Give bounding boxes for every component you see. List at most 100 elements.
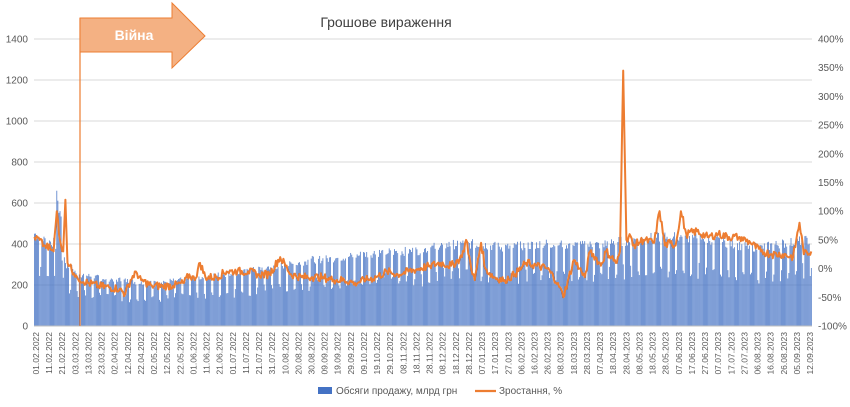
bar: [741, 244, 743, 326]
bar: [766, 271, 767, 326]
bar: [721, 276, 722, 326]
bar: [390, 278, 392, 326]
bar: [294, 288, 296, 326]
bar: [445, 248, 447, 326]
x-tick-label: 13.03.2022: [83, 332, 93, 375]
bar: [787, 278, 789, 326]
x-tick-label: 11.06.2022: [202, 332, 212, 374]
bar: [605, 245, 607, 326]
bar: [319, 255, 321, 326]
bar: [654, 232, 656, 326]
bar: [551, 247, 552, 326]
bar: [36, 239, 37, 326]
bar: [777, 245, 779, 326]
bar: [596, 242, 597, 326]
y-right-tick-label: -100%: [818, 322, 847, 333]
bar-series: [34, 190, 812, 326]
bar: [385, 254, 387, 326]
bar: [355, 257, 357, 326]
bar: [806, 237, 808, 326]
bar: [732, 248, 734, 326]
bar: [51, 245, 52, 326]
bar: [540, 280, 542, 326]
bar: [412, 247, 414, 326]
bar: [772, 281, 774, 326]
x-tick-label: 05.09.2023: [792, 332, 802, 375]
war-arrow: [79, 1, 206, 70]
bar: [81, 277, 82, 326]
bar: [496, 279, 498, 326]
x-tick-label: 18.11.2022: [411, 332, 421, 374]
bar: [184, 281, 186, 326]
bar: [286, 291, 287, 326]
x-tick-label: 26.08.2023: [779, 332, 789, 375]
bar: [590, 244, 592, 326]
bar: [793, 245, 795, 326]
bar: [53, 237, 54, 326]
bar: [169, 278, 171, 326]
bar: [706, 267, 707, 326]
bar: [570, 270, 572, 326]
bar: [801, 240, 803, 326]
bar: [723, 237, 725, 326]
bar: [678, 240, 680, 326]
bar: [232, 273, 234, 326]
bar: [290, 262, 292, 326]
bar: [198, 276, 200, 326]
bar: [707, 242, 709, 326]
y-left-tick-label: 1000: [6, 117, 29, 128]
bar: [348, 256, 349, 326]
bar: [542, 247, 544, 326]
bar: [160, 301, 161, 326]
bar: [571, 281, 573, 326]
bar: [642, 238, 643, 326]
bar: [54, 275, 56, 326]
bar: [781, 270, 782, 326]
bar: [593, 274, 595, 326]
bar: [464, 245, 466, 326]
x-tick-label: 22.04.2022: [136, 332, 146, 375]
bar: [246, 268, 248, 326]
x-tick-label: 23.03.2022: [97, 332, 107, 375]
bar: [456, 245, 457, 326]
bar: [375, 282, 377, 326]
x-tick-label: 08.12.2022: [438, 332, 448, 375]
bar: [157, 284, 159, 326]
bar: [103, 279, 105, 326]
bar: [411, 251, 412, 326]
bar: [785, 243, 787, 326]
bar: [194, 280, 196, 326]
bar: [181, 293, 183, 326]
bar: [757, 280, 759, 326]
bar: [39, 275, 41, 326]
bar: [280, 262, 282, 326]
bar: [783, 240, 784, 326]
bar: [125, 282, 127, 326]
bar: [122, 295, 124, 326]
bar: [773, 274, 775, 326]
bar: [673, 236, 674, 326]
bar: [218, 296, 220, 326]
bar: [580, 241, 581, 326]
bar: [582, 240, 583, 326]
bar: [64, 263, 66, 326]
bar: [57, 200, 59, 326]
bar: [337, 257, 339, 326]
bar: [305, 261, 307, 326]
bar: [77, 296, 79, 326]
bar: [261, 267, 263, 326]
bar: [443, 268, 445, 326]
bar: [153, 280, 155, 326]
bar: [441, 242, 442, 326]
bar: [521, 248, 523, 326]
bar: [179, 278, 181, 326]
bar: [296, 265, 298, 326]
bar: [90, 276, 92, 326]
x-tick-label: 02.04.2022: [110, 332, 120, 375]
bar: [114, 295, 115, 326]
bar: [700, 239, 702, 326]
bar: [764, 277, 766, 326]
bar: [275, 269, 277, 326]
bar: [124, 278, 126, 326]
bar: [419, 253, 421, 326]
